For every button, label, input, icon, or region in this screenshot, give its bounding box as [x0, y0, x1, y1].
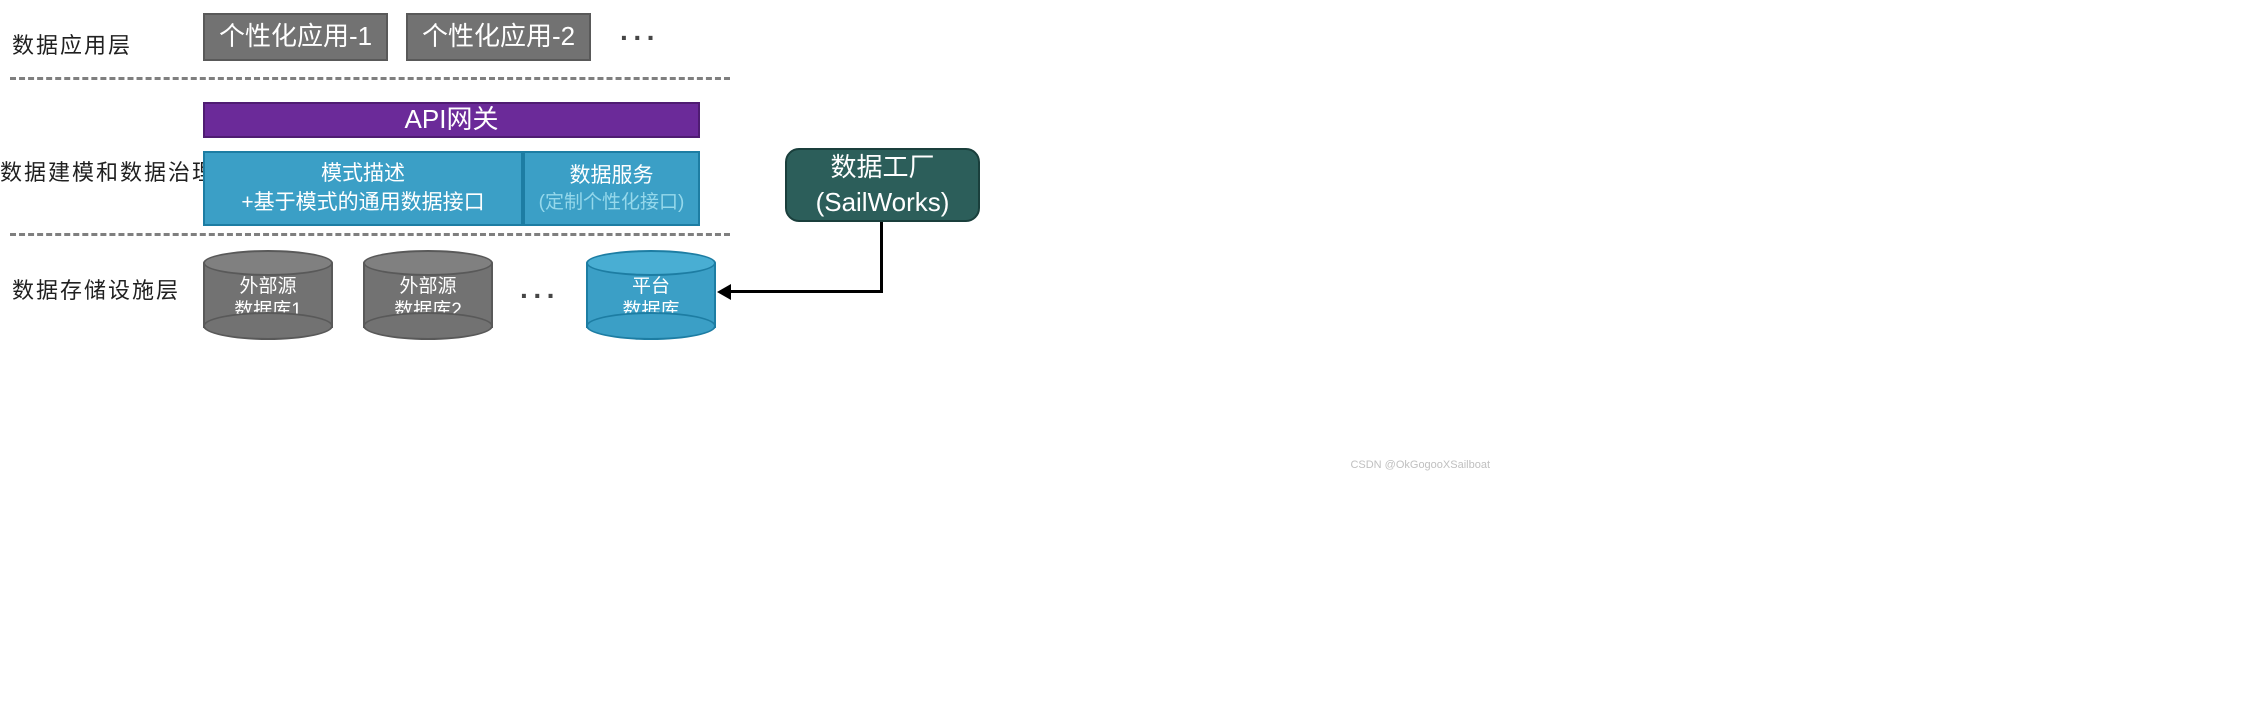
api-gateway-box: API网关	[203, 102, 700, 138]
arrow-vert	[880, 222, 883, 292]
db-ext2: 外部源 数据库2	[363, 250, 493, 328]
db-ext2-line2: 数据库2	[394, 299, 462, 323]
api-gateway-label: API网关	[405, 102, 499, 137]
app-box-2-label: 个性化应用-2	[422, 19, 575, 54]
service-box: 数据服务 (定制个性化接口)	[523, 151, 700, 226]
db-platform-line2: 数据库	[622, 299, 679, 323]
layer-label-storage: 数据存储设施层	[12, 273, 180, 305]
watermark: CSDN @OkGogooXSailboat	[1350, 459, 1490, 471]
service-line1: 数据服务	[570, 162, 654, 190]
factory-line2: (SailWorks)	[816, 185, 950, 220]
data-factory-box: 数据工厂 (SailWorks)	[785, 148, 980, 222]
app-box-1-label: 个性化应用-1	[219, 19, 372, 54]
layer-label-app: 数据应用层	[12, 28, 132, 60]
factory-line1: 数据工厂	[830, 150, 934, 185]
app-box-1: 个性化应用-1	[203, 13, 388, 61]
app-ellipsis: ···	[620, 22, 660, 54]
db-ellipsis: ···	[520, 280, 560, 312]
divider-2	[10, 233, 730, 236]
layer-label-model: 数据建模和数据治理	[0, 155, 216, 187]
schema-box: 模式描述 +基于模式的通用数据接口	[203, 151, 523, 226]
schema-line2: +基于模式的通用数据接口	[241, 189, 484, 217]
app-box-2: 个性化应用-2	[406, 13, 591, 61]
divider-1	[10, 77, 730, 80]
db-ext1-line1: 外部源	[239, 275, 296, 299]
db-ext2-line1: 外部源	[399, 275, 456, 299]
arrow-horiz	[730, 290, 883, 293]
arrow-head-icon	[717, 284, 731, 300]
db-platform-line1: 平台	[632, 275, 670, 299]
db-ext1: 外部源 数据库1	[203, 250, 333, 328]
service-line2: (定制个性化接口)	[539, 190, 685, 216]
db-ext1-line2: 数据库1	[234, 299, 302, 323]
schema-line1: 模式描述	[321, 160, 405, 188]
db-platform: 平台 数据库	[586, 250, 716, 328]
